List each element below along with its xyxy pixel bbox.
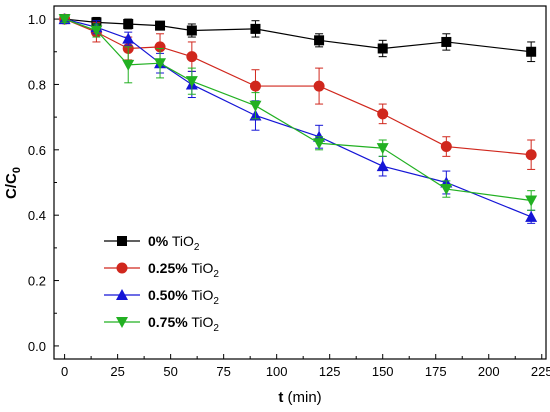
legend-label-sub: 2 (213, 269, 219, 280)
x-tick-label: 150 (372, 364, 394, 379)
data-point (440, 184, 453, 196)
legend-label-rest: TiO (188, 287, 214, 303)
data-point (154, 41, 166, 53)
x-tick-label: 125 (319, 364, 341, 379)
data-point (154, 58, 167, 70)
x-tick-label: 225 (531, 364, 550, 379)
legend-marker (117, 236, 127, 246)
data-point (186, 25, 197, 36)
legend-label: 0% TiO2 (148, 233, 200, 253)
data-point (155, 20, 166, 31)
data-point (185, 76, 198, 88)
legend-marker (116, 317, 128, 328)
series-layer (58, 13, 538, 224)
data-point (58, 14, 71, 26)
y-tick-label: 0.0 (28, 339, 46, 354)
data-point (376, 160, 389, 172)
data-point (123, 18, 134, 29)
data-point (313, 80, 325, 92)
legend-label-rest: TiO (168, 233, 194, 249)
data-point (313, 138, 326, 150)
x-tick-label: 0 (61, 364, 68, 379)
legend-item-0: 0% TiO2 (104, 233, 200, 253)
legend-label: 0.25% TiO2 (148, 260, 219, 280)
y-tick-label: 0.6 (28, 143, 46, 158)
data-point (249, 80, 261, 92)
legend-label-bold: 0% (148, 233, 169, 249)
data-point (250, 23, 261, 34)
legend-item-3: 0.75% TiO2 (104, 314, 219, 334)
data-point (525, 195, 538, 207)
y-tick-label: 0.4 (28, 208, 46, 223)
series-line (64, 18, 532, 202)
x-tick-label: 25 (110, 364, 124, 379)
x-axis-label: t (min) (278, 389, 321, 406)
legend-label: 0.75% TiO2 (148, 314, 219, 334)
legend-label: 0.50% TiO2 (148, 287, 219, 307)
y-axis-label: C/C0 (3, 167, 23, 199)
series-0 (59, 14, 537, 63)
legend-label-rest: TiO (188, 260, 214, 276)
data-point (525, 210, 538, 222)
y-tick-label: 0.2 (28, 274, 46, 289)
data-point (525, 149, 537, 161)
legend-label-sub: 2 (213, 323, 219, 334)
data-point (377, 43, 388, 54)
x-tick-label: 75 (216, 364, 230, 379)
data-point (441, 36, 452, 47)
legend-marker (116, 289, 128, 300)
axis-ticks: 0 25 50 75 100 125 150 175 200 225 0.0 0.2 0.4 0.6 0.8… (28, 12, 550, 379)
data-point (90, 25, 103, 37)
legend-label-rest: TiO (188, 314, 214, 330)
y-tick-label: 1.0 (28, 12, 46, 27)
data-point (314, 35, 325, 46)
series-line (64, 18, 532, 53)
data-point (122, 32, 135, 44)
data-point (440, 141, 452, 153)
y-axis-label-sub: 0 (11, 167, 23, 173)
data-point (186, 51, 198, 63)
data-point (376, 143, 389, 155)
series-line (64, 18, 532, 218)
legend-label-bold: 0.75% (148, 314, 188, 330)
legend-item-2: 0.50% TiO2 (104, 287, 219, 307)
legend-label-sub: 2 (213, 296, 219, 307)
series-3 (58, 14, 538, 211)
x-axis-label-bold: t (278, 389, 283, 406)
legend-item-1: 0.25% TiO2 (104, 260, 219, 280)
legend-marker (116, 262, 128, 274)
x-tick-label: 50 (163, 364, 177, 379)
data-point (122, 59, 135, 71)
data-point (377, 108, 389, 120)
x-tick-label: 200 (478, 364, 500, 379)
data-point (249, 100, 262, 112)
legend-label-bold: 0.50% (148, 287, 188, 303)
y-tick-label: 0.8 (28, 77, 46, 92)
x-tick-label: 100 (266, 364, 288, 379)
x-axis-label-rest: (min) (283, 389, 321, 406)
x-tick-label: 175 (425, 364, 447, 379)
series-line (64, 18, 532, 156)
y-axis-label-main: C/C (3, 173, 20, 199)
legend-label-bold: 0.25% (148, 260, 188, 276)
legend-label-sub: 2 (194, 242, 200, 253)
data-point (526, 46, 537, 57)
